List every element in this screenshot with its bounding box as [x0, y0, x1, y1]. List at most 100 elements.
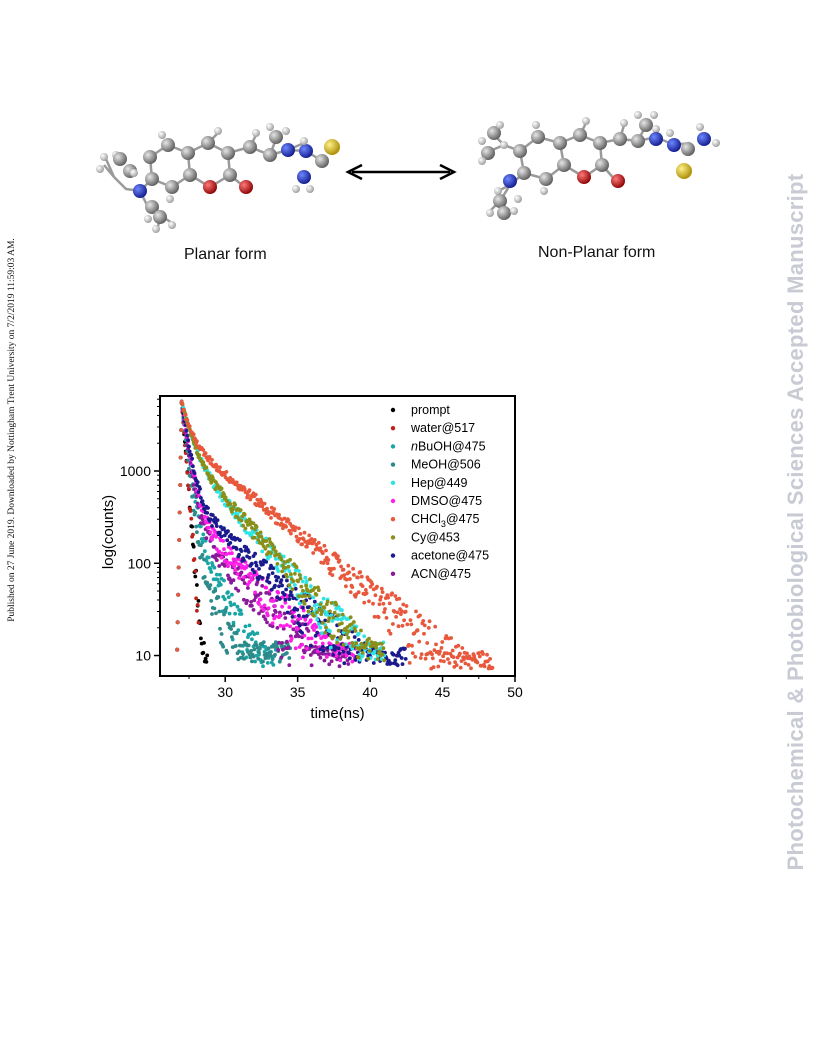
data-point [367, 599, 371, 604]
data-point [232, 602, 237, 607]
data-point [386, 595, 390, 600]
data-point [316, 622, 321, 627]
data-point [207, 586, 212, 591]
data-point [277, 610, 282, 615]
data-point [206, 561, 210, 566]
data-point [291, 627, 296, 632]
data-point [425, 641, 430, 645]
data-point [397, 596, 402, 601]
data-point [280, 641, 284, 645]
data-point [242, 558, 246, 563]
data-point [189, 516, 194, 521]
legend-marker [390, 462, 396, 467]
data-point [322, 543, 327, 548]
data-point [348, 656, 352, 661]
legend-marker [390, 553, 396, 558]
data-point [227, 611, 232, 616]
data-point [276, 569, 281, 574]
data-point [274, 578, 279, 583]
data-point [442, 659, 446, 664]
data-point [258, 530, 263, 535]
data-point [380, 652, 385, 657]
data-point [299, 584, 304, 589]
data-point [275, 521, 280, 526]
data-point [306, 636, 311, 641]
data-point [352, 620, 356, 624]
data-point [215, 577, 220, 582]
data-point [284, 587, 288, 592]
data-point [192, 471, 197, 476]
data-point [290, 619, 295, 624]
data-point [219, 632, 224, 636]
x-axis-label: time(ns) [310, 705, 364, 722]
data-point [449, 636, 453, 640]
data-point [439, 646, 444, 650]
data-point [270, 624, 275, 629]
data-point [233, 568, 238, 573]
data-point [327, 662, 332, 667]
data-point [185, 433, 190, 438]
data-point [205, 653, 210, 658]
data-point [414, 609, 418, 614]
data-point [382, 610, 387, 614]
data-point [348, 590, 353, 594]
data-point [297, 569, 301, 573]
data-point [246, 550, 251, 554]
data-point [360, 653, 365, 658]
data-point [482, 664, 487, 669]
data-point [280, 583, 284, 588]
data-point [419, 652, 424, 657]
data-point [195, 530, 199, 535]
data-point [214, 558, 219, 563]
data-point [281, 626, 286, 631]
data-point [252, 632, 257, 637]
data-point [250, 561, 254, 566]
data-point [273, 583, 277, 588]
data-point [185, 471, 190, 475]
data-point [282, 611, 287, 616]
data-point [329, 601, 334, 605]
data-point [344, 653, 349, 658]
data-point [456, 643, 461, 648]
data-point [226, 590, 230, 595]
data-point [360, 584, 365, 588]
data-point [297, 623, 302, 628]
data-point [300, 631, 304, 635]
data-point [297, 601, 302, 606]
data-point [359, 641, 364, 646]
data-point [250, 577, 254, 582]
data-point [265, 661, 270, 665]
data-point [195, 501, 200, 506]
data-point [225, 651, 230, 655]
data-point [309, 606, 314, 611]
data-point [336, 646, 341, 651]
data-point [375, 584, 379, 589]
data-point [273, 557, 278, 561]
data-point [381, 646, 386, 651]
data-point [348, 577, 352, 581]
data-point [222, 526, 226, 531]
resonance-arrow [345, 163, 457, 181]
data-point [231, 620, 236, 625]
data-point [237, 576, 242, 580]
data-point [208, 583, 213, 587]
data-point [392, 609, 397, 614]
data-point [319, 612, 324, 617]
data-point [294, 534, 299, 539]
data-point [303, 575, 308, 580]
data-point [320, 652, 325, 656]
data-point [224, 470, 229, 474]
data-point [236, 588, 241, 593]
data-point [265, 613, 270, 618]
data-point [285, 623, 289, 627]
data-point [265, 543, 270, 548]
data-point [197, 453, 202, 457]
data-point [465, 651, 469, 656]
data-point [256, 656, 261, 661]
data-point [279, 578, 284, 582]
y-axis-label: log(counts) [100, 495, 117, 569]
data-point [415, 628, 420, 633]
data-point [308, 584, 313, 588]
data-point [286, 645, 291, 650]
data-point [313, 633, 318, 638]
